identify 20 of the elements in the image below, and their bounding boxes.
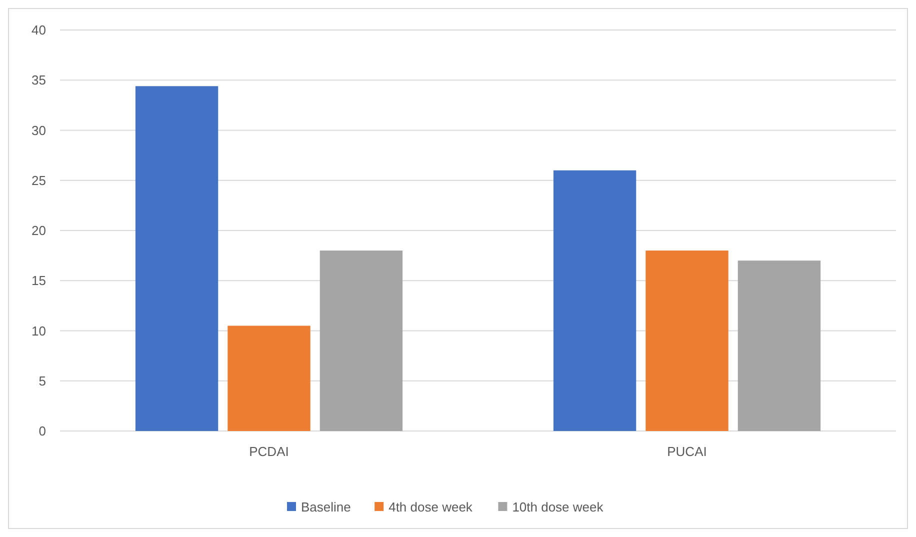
- y-tick-label: 35: [32, 72, 46, 88]
- legend-label: 10th dose week: [512, 500, 604, 515]
- y-tick-label: 10: [32, 323, 46, 338]
- legend-label: Baseline: [301, 500, 351, 515]
- bar: [228, 326, 310, 431]
- legend-label: 4th dose week: [388, 500, 473, 515]
- bar: [553, 170, 636, 431]
- y-tick-label: 15: [32, 273, 46, 288]
- x-tick-label: PUCAI: [667, 444, 707, 459]
- y-tick-label: 0: [38, 424, 46, 439]
- bar: [320, 250, 403, 431]
- y-tick-label: 30: [32, 122, 46, 138]
- y-tick-label: 25: [32, 172, 46, 188]
- y-tick-label: 20: [32, 223, 46, 238]
- x-tick-label: PCDAI: [249, 444, 289, 459]
- y-tick-label: 5: [38, 373, 46, 388]
- y-tick-label: 40: [32, 22, 46, 38]
- bar: [646, 250, 728, 431]
- bar: [738, 260, 821, 431]
- bar: [135, 86, 218, 431]
